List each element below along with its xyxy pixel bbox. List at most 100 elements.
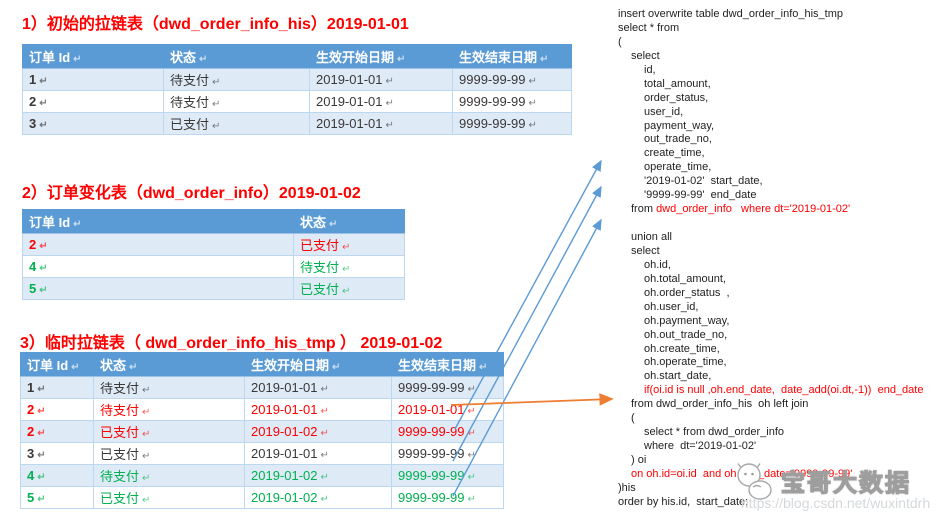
- return-mark: ↵: [528, 120, 537, 131]
- return-mark: ↵: [467, 472, 476, 483]
- return-mark: ↵: [479, 362, 488, 373]
- header-cell: 订单 Id ↵: [22, 209, 294, 234]
- return-mark: ↵: [320, 494, 329, 505]
- sql-text: oh.total_amount,: [644, 272, 726, 285]
- sql-line: id,: [644, 64, 923, 78]
- table-cell: 已支付 ↵: [93, 420, 245, 443]
- table-row: 3 ↵ 已支付 ↵ 2019-01-01 ↵ 9999-99-99 ↵: [20, 442, 504, 465]
- table-cell: 2 ↵: [20, 398, 94, 421]
- initial-zipper-table: 订单 Id ↵ 状态 ↵ 生效开始日期 ↵ 生效结束日期 ↵ 1 ↵ 待支付 ↵ 2019-01-01 ↵…: [22, 44, 572, 135]
- sql-line: select: [631, 50, 923, 64]
- sql-text: ) oi: [631, 454, 647, 466]
- return-mark: ↵: [37, 406, 46, 417]
- table-cell: 已支付 ↵: [93, 486, 245, 509]
- return-mark: ↵: [199, 54, 208, 65]
- sql-text: oh.start_date,: [644, 370, 712, 383]
- sql-line: [618, 217, 923, 231]
- header-row: 订单 Id ↵ 状态 ↵ 生效开始日期 ↵ 生效结束日期 ↵: [22, 44, 572, 69]
- table-cell: 5 ↵: [20, 486, 94, 509]
- sql-line: oh.out_trade_no,: [644, 329, 923, 343]
- table-cell: 2019-01-01 ↵: [309, 112, 453, 135]
- sql-text: oh.order_status ,: [644, 286, 730, 299]
- table-cell: 9999-99-99 ↵: [391, 420, 504, 443]
- table-cell: 2 ↵: [22, 90, 164, 113]
- sql-text: user_id,: [644, 105, 684, 118]
- return-mark: ↵: [39, 285, 48, 296]
- table-row: 5 ↵ 已支付 ↵: [22, 277, 405, 300]
- sql-text: order_status,: [644, 91, 709, 104]
- return-mark: ↵: [142, 473, 151, 484]
- table-cell: 3 ↵: [20, 442, 94, 465]
- table-cell: 9999-99-99 ↵: [452, 90, 572, 113]
- table-cell: 5 ↵: [22, 277, 294, 300]
- table-cell: 4 ↵: [20, 464, 94, 487]
- sql-text: operate_time,: [644, 161, 712, 174]
- return-mark: ↵: [320, 450, 329, 461]
- return-mark: ↵: [37, 494, 46, 505]
- header-cell: 生效结束日期 ↵: [391, 352, 504, 377]
- return-mark: ↵: [37, 428, 46, 439]
- sql-line: out_trade_no,: [644, 133, 923, 147]
- table-cell: 1 ↵: [22, 68, 164, 91]
- return-mark: ↵: [320, 428, 329, 439]
- sql-line: select * from dwd_order_info: [644, 426, 923, 440]
- return-mark: ↵: [39, 263, 48, 274]
- return-mark: ↵: [467, 428, 476, 439]
- return-mark: ↵: [397, 54, 406, 65]
- table-row: 5 ↵ 已支付 ↵ 2019-01-02 ↵ 9999-99-99 ↵: [20, 486, 504, 509]
- sql-line: payment_way,: [644, 120, 923, 134]
- data-table: 订单 Id ↵ 状态 ↵ 生效开始日期 ↵ 生效结束日期 ↵ 1 ↵ 待支付 ↵ 2019-01-01 ↵…: [22, 44, 572, 135]
- sql-line: oh.order_status ,: [644, 287, 923, 301]
- table-cell: 待支付 ↵: [93, 376, 245, 399]
- sql-text: oh.operate_time,: [644, 356, 727, 369]
- return-mark: ↵: [37, 450, 46, 461]
- return-mark: ↵: [142, 495, 151, 506]
- sql-text: '9999-99-99' end_date: [644, 189, 757, 202]
- sql-text: )his: [618, 481, 636, 494]
- table-cell: 2019-01-01 ↵: [244, 442, 392, 465]
- sql-line: )his: [618, 482, 923, 496]
- table-cell: 已支付 ↵: [163, 112, 310, 135]
- return-mark: ↵: [142, 407, 151, 418]
- return-mark: ↵: [73, 54, 82, 65]
- header-cell: 订单 Id ↵: [20, 352, 94, 377]
- sql-text: (: [618, 35, 622, 48]
- table-row: 2 ↵ 待支付 ↵ 2019-01-01 ↵ 9999-99-99 ↵: [22, 90, 572, 113]
- return-mark: ↵: [73, 219, 82, 230]
- return-mark: ↵: [39, 76, 48, 87]
- sql-text: oh.payment_way,: [644, 314, 730, 327]
- sql-line: union all: [631, 231, 923, 245]
- table-cell: 2 ↵: [22, 233, 294, 256]
- return-mark: ↵: [332, 362, 341, 373]
- return-mark: ↵: [342, 242, 351, 253]
- sql-line: from dwd_order_info where dt='2019-01-02…: [631, 203, 923, 217]
- sql-text: create_time,: [644, 147, 705, 160]
- table-cell: 9999-99-99 ↵: [391, 486, 504, 509]
- sql-text: oh.create_time,: [644, 342, 720, 355]
- sql-line: user_id,: [644, 106, 923, 120]
- sql-line: (: [631, 412, 923, 426]
- sql-text: '2019-01-02' start_date,: [644, 175, 763, 188]
- header-cell: 状态 ↵: [93, 352, 245, 377]
- sql-text: dwd_order_info where dt='2019-01-02': [656, 203, 851, 216]
- return-mark: ↵: [39, 98, 48, 109]
- return-mark: ↵: [540, 54, 549, 65]
- return-mark: ↵: [129, 362, 138, 373]
- return-mark: ↵: [37, 384, 46, 395]
- sql-text: select: [631, 49, 660, 62]
- return-mark: ↵: [385, 98, 394, 109]
- return-mark: ↵: [320, 406, 329, 417]
- sql-text: out_trade_no,: [644, 133, 712, 146]
- sql-code-block: insert overwrite table dwd_order_info_hi…: [618, 8, 923, 510]
- sql-text: payment_way,: [644, 119, 715, 132]
- table-cell: 2019-01-01 ↵: [391, 398, 504, 421]
- table-cell: 已支付 ↵: [93, 442, 245, 465]
- table-row: 2 ↵ 已支付 ↵ 2019-01-02 ↵ 9999-99-99 ↵: [20, 420, 504, 443]
- return-mark: ↵: [37, 472, 46, 483]
- return-mark: ↵: [528, 98, 537, 109]
- table-cell: 待支付 ↵: [293, 255, 405, 278]
- return-mark: ↵: [342, 264, 351, 275]
- header-cell: 生效开始日期 ↵: [309, 44, 453, 69]
- table-row: 1 ↵ 待支付 ↵ 2019-01-01 ↵ 9999-99-99 ↵: [22, 68, 572, 91]
- sql-line: oh.start_date,: [644, 370, 923, 384]
